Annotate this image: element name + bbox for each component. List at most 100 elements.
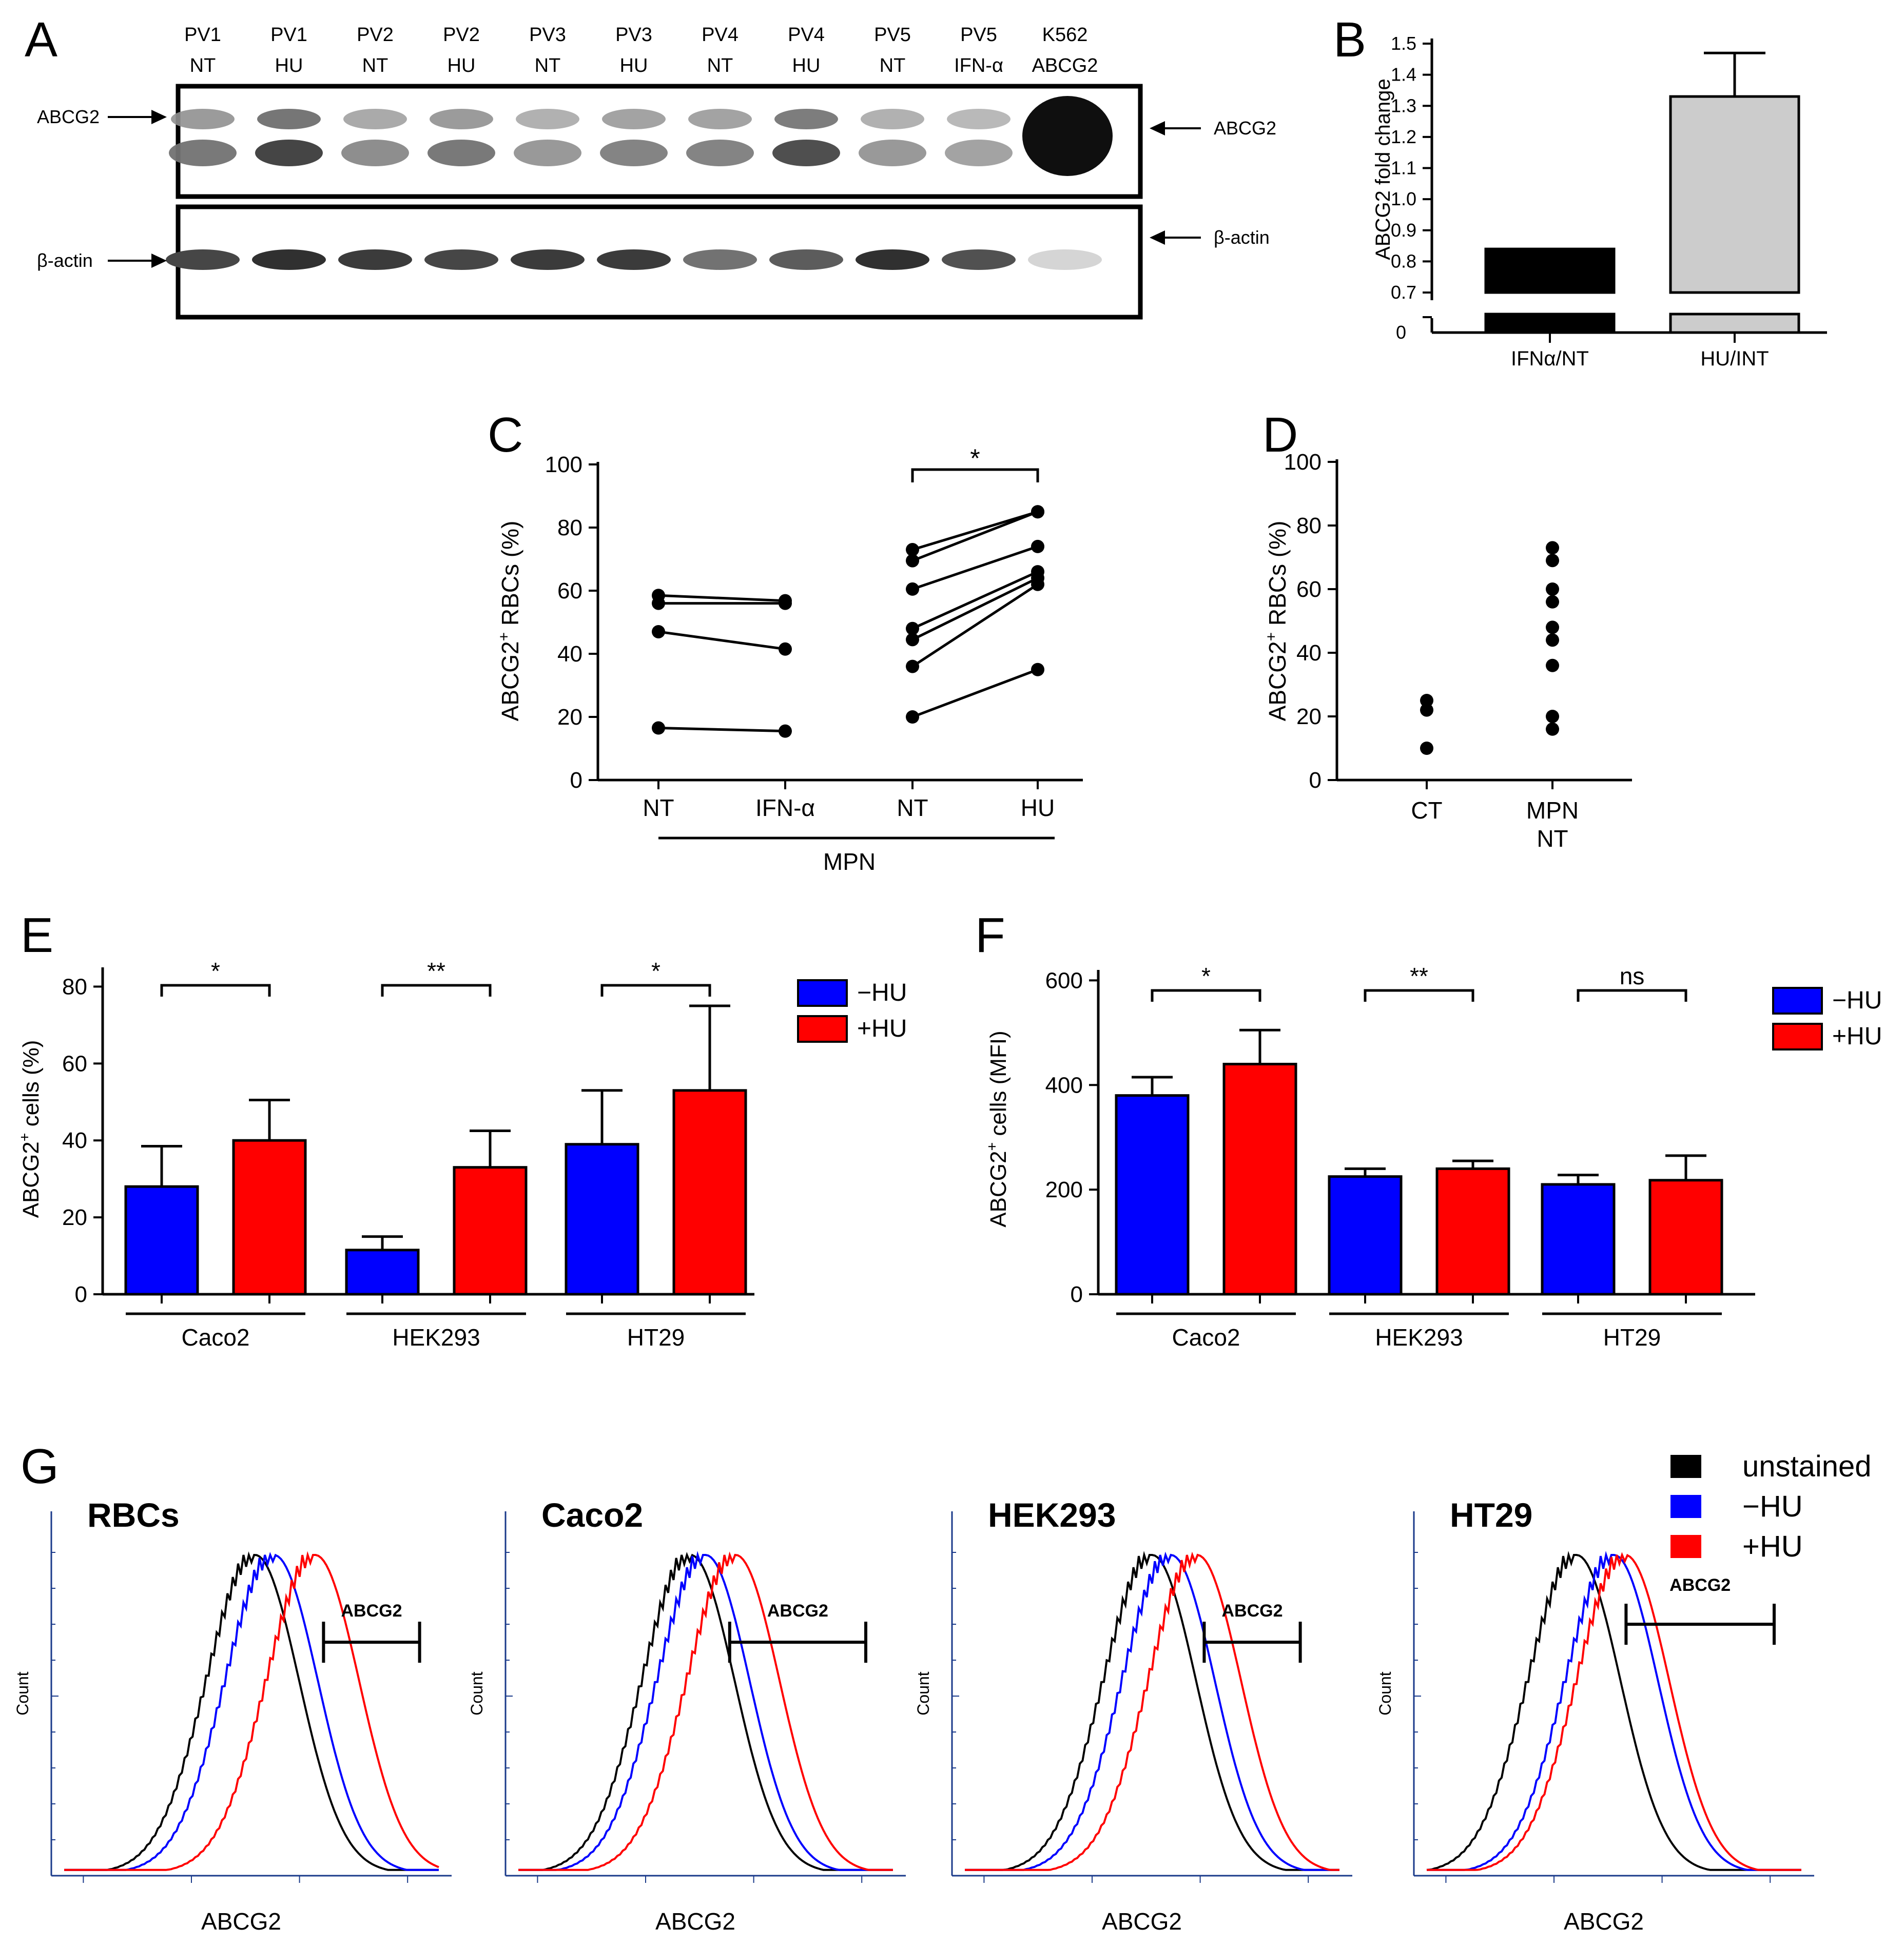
panel-g-histograms: RBCs ABCG2 Count ABCG2 Caco2 ABCG2 Count ABCG2 H… xyxy=(13,1450,1872,1935)
hist-x-label: ABCG2 xyxy=(1102,1908,1182,1935)
legend-swatch xyxy=(797,1015,848,1043)
data-point xyxy=(1546,633,1559,647)
y-tick-label: 40 xyxy=(557,641,582,667)
left-label-abcg2: ABCG2 xyxy=(37,106,100,127)
bar xyxy=(1648,1179,1723,1296)
y-title-main: ABCG2 xyxy=(497,641,523,721)
data-point xyxy=(906,659,919,673)
x-tick-label: IFNα/NT xyxy=(1511,347,1589,370)
hist-curve xyxy=(1427,1551,1801,1871)
hist-x-label: ABCG2 xyxy=(655,1908,735,1935)
y-tick-label: 0 xyxy=(1071,1282,1083,1307)
bar xyxy=(1669,95,1800,294)
lane-label-top: PV5 xyxy=(874,24,911,46)
y-tick-label: 0 xyxy=(570,768,582,793)
data-point xyxy=(1546,554,1559,568)
abcg2-lower-band xyxy=(600,140,668,166)
data-point xyxy=(906,633,919,647)
panel-e-chart: 0 20 40 60 80 ABCG2+ cells (%) Caco2 * HEK293 ** H… xyxy=(16,958,907,1351)
legend-swatch xyxy=(1670,1455,1701,1478)
y-tick-label: 1.5 xyxy=(1391,33,1416,54)
lane-label-bottom: HU xyxy=(275,55,303,76)
legend-label: −HU xyxy=(1742,1490,1803,1523)
hist-curve xyxy=(64,1551,439,1871)
y-tick-label: 20 xyxy=(1296,704,1322,729)
right-label-actin: β-actin xyxy=(1214,227,1270,248)
hist-title: HEK293 xyxy=(988,1496,1116,1534)
lane-label-top: PV2 xyxy=(443,24,480,46)
y-tick-label: 60 xyxy=(62,1051,87,1076)
y-title-sup: + xyxy=(496,632,513,641)
y-title-main: ABCG2 xyxy=(1264,641,1291,721)
y-tick-label: 1.3 xyxy=(1391,95,1416,116)
y-title-sup: + xyxy=(1263,632,1280,641)
y-tick-label: 100 xyxy=(1284,450,1322,475)
x-tick-label: HU/INT xyxy=(1700,347,1769,370)
data-point xyxy=(652,721,665,735)
y-title-sup: + xyxy=(984,1142,1000,1151)
lane-label-bottom: NT xyxy=(190,55,216,76)
significance-bracket xyxy=(1577,989,1687,1002)
hist-curve xyxy=(518,1551,893,1871)
panel-b-chart: 0 0.7 0.8 0.9 1.0 1.1 1.2 1.3 1.4 1.5 ABCG2 fold c… xyxy=(1372,33,1827,370)
abcg2-upper-band xyxy=(257,109,321,129)
bar-stub xyxy=(1484,313,1616,334)
panel-letter-g: G xyxy=(21,1439,59,1494)
bar xyxy=(232,1139,307,1296)
actin-band xyxy=(252,249,326,270)
lane-label-bottom: NT xyxy=(880,55,906,76)
panel-c-chart: 0 20 40 60 80 100 ABCG2+ RBCs (%) NT IFN-α NT HU MP… xyxy=(496,444,1083,875)
x-tick-label: HEK293 xyxy=(392,1324,480,1351)
abcg2-upper-band xyxy=(688,109,752,129)
significance-bracket xyxy=(600,984,711,997)
x-tick-label: NT xyxy=(643,794,674,821)
data-point xyxy=(906,582,919,596)
abcg2-lower-band xyxy=(686,140,754,166)
hist-y-label: Count xyxy=(13,1671,32,1716)
y-axis-title: ABCG2 fold change xyxy=(1372,79,1394,260)
y-tick-label: 0.8 xyxy=(1391,250,1416,271)
actin-band xyxy=(769,249,843,270)
hist-curve xyxy=(518,1551,893,1871)
pair-line xyxy=(912,668,1038,718)
pair-line xyxy=(911,583,1039,668)
hist-y-label: Count xyxy=(468,1671,486,1716)
significance-label: * xyxy=(1201,963,1211,989)
panel-letter-d: D xyxy=(1262,407,1298,462)
y-axis-title: ABCG2+ cells (%) xyxy=(16,1040,44,1218)
data-point xyxy=(1420,694,1433,707)
data-point xyxy=(906,710,919,724)
panel-letter-c: C xyxy=(488,407,523,462)
y-tick-label: 1.4 xyxy=(1391,64,1416,85)
lane-label-bottom: NT xyxy=(707,55,733,76)
data-point xyxy=(1546,722,1559,736)
actin-band xyxy=(166,249,240,270)
y-tick-label: 60 xyxy=(557,578,582,604)
data-point xyxy=(1420,742,1433,755)
panel-f-chart: 0 200 400 600 ABCG2+ cells (MFI) Caco2 * HEK293… xyxy=(984,963,1882,1351)
y-tick-label: 0 xyxy=(75,1282,87,1307)
data-point xyxy=(1031,663,1044,676)
bar xyxy=(1484,247,1616,294)
pair-line xyxy=(912,510,1038,551)
legend-label: +HU xyxy=(1742,1530,1803,1563)
hist-curve xyxy=(518,1552,893,1871)
y-tick-label: 1.0 xyxy=(1391,188,1416,209)
abcg2-lower-band xyxy=(945,140,1013,166)
x-tick-label: NT xyxy=(897,794,928,821)
y-title-rest: RBCs (%) xyxy=(1264,521,1291,632)
data-point xyxy=(1546,710,1559,723)
data-point xyxy=(1546,620,1559,634)
hist-y-label: Count xyxy=(1376,1671,1394,1716)
pair-line xyxy=(658,727,786,733)
x-tick-label: MPN xyxy=(1526,797,1579,824)
bar xyxy=(453,1166,528,1296)
group-label: MPN xyxy=(823,848,876,875)
legend-swatch xyxy=(1772,1023,1823,1050)
data-point xyxy=(1546,658,1559,672)
hist-title: RBCs xyxy=(87,1496,180,1534)
lane-label-top: PV3 xyxy=(615,24,652,46)
lane-label-top: PV2 xyxy=(357,24,394,46)
abcg2-upper-band xyxy=(516,109,579,129)
y-tick-label: 0.9 xyxy=(1391,220,1416,241)
